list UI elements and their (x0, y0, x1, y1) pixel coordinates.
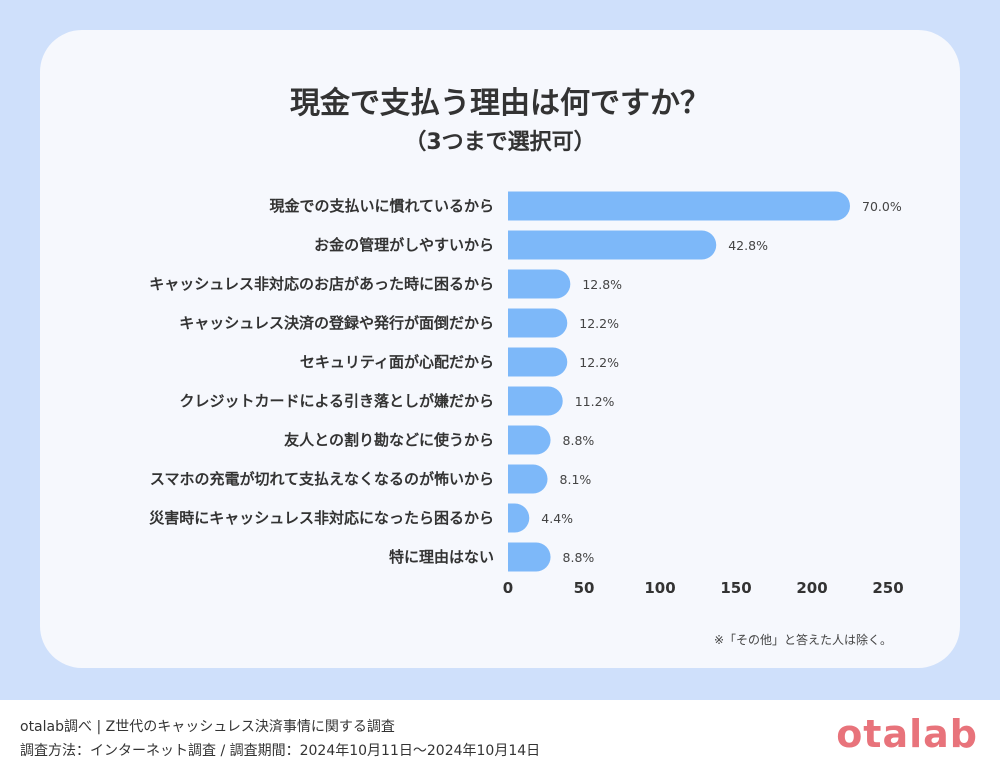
chart-card (40, 30, 960, 668)
category-label: 災害時にキャッシュレス非対応になったら困るから (149, 509, 494, 527)
value-label: 42.8% (728, 238, 768, 253)
footer-method: 調査方法：インターネット調査 / 調査期間：2024年10月11日〜2024年1… (20, 743, 541, 759)
value-label: 8.8% (563, 550, 595, 565)
value-label: 70.0% (862, 199, 902, 214)
category-label: キャッシュレス非対応のお店があった時に困るから (149, 275, 494, 293)
x-tick-label: 250 (872, 579, 903, 597)
chart-title: 現金で支払う理由は何ですか？ (290, 86, 710, 121)
value-label: 8.1% (560, 472, 592, 487)
bar (508, 425, 551, 455)
bar-chart: 現金での支払いに慣れているから 70.0% お金の管理がしやすいから 42.8% キャッ… (149, 191, 904, 597)
x-tick-label: 200 (796, 579, 827, 597)
otalab-logo: otalab (836, 712, 978, 756)
x-tick-label: 100 (644, 579, 675, 597)
value-label: 11.2% (575, 394, 615, 409)
category-label: クレジットカードによる引き落としが嫌だから (179, 392, 494, 410)
bar (508, 542, 551, 572)
bar (508, 464, 548, 494)
chart-subtitle: （3つまで選択可） (404, 130, 596, 155)
chart-note: ※「その他」と答えた人は除く。 (713, 633, 892, 647)
x-tick-label: 150 (720, 579, 751, 597)
bar (508, 308, 568, 338)
value-label: 12.2% (579, 355, 619, 370)
x-tick-label: 50 (574, 579, 595, 597)
bar (508, 503, 530, 533)
category-label: 現金での支払いに慣れているから (269, 197, 494, 215)
bar (508, 269, 571, 299)
category-label: 友人との割り勘などに使うから (284, 431, 494, 449)
bar (508, 386, 563, 416)
bar (508, 347, 568, 377)
footer: otalab調べ | Z世代のキャッシュレス決済事情に関する調査 調査方法：イン… (0, 700, 1000, 770)
category-label: 特に理由はない (389, 548, 494, 566)
value-label: 12.8% (582, 277, 622, 292)
category-label: お金の管理がしやすいから (314, 236, 494, 254)
category-label: セキュリティ面が心配だから (300, 353, 494, 371)
x-tick-label: 0 (503, 579, 513, 597)
value-label: 4.4% (541, 511, 573, 526)
category-label: キャッシュレス決済の登録や発行が面倒だから (179, 314, 494, 332)
value-label: 8.8% (563, 433, 595, 448)
bar (508, 230, 717, 260)
value-label: 12.2% (579, 316, 619, 331)
footer-source: otalab調べ | Z世代のキャッシュレス決済事情に関する調査 (20, 719, 395, 735)
bar (508, 191, 850, 221)
category-label: スマホの充電が切れて支払えなくなるのが怖いから (150, 470, 494, 488)
